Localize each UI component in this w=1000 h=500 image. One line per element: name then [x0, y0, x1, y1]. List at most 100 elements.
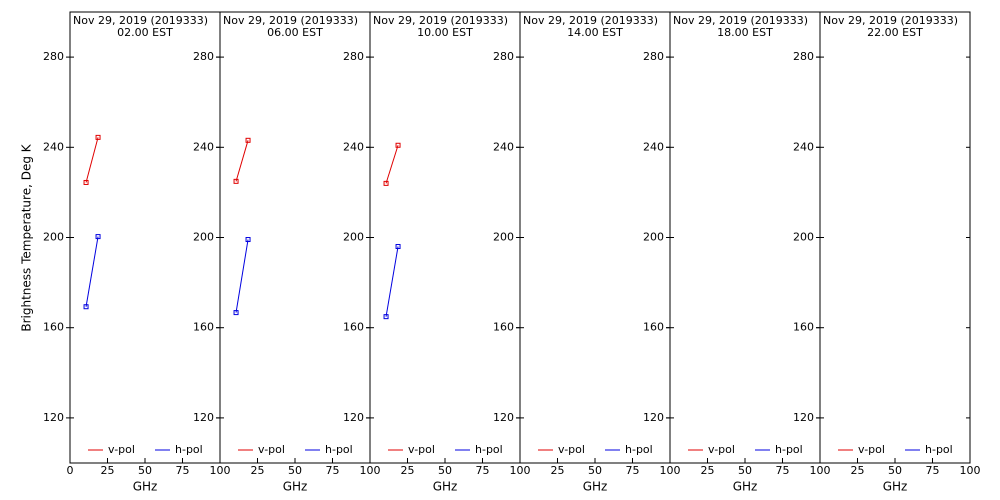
y-tick-label: 200 — [643, 231, 664, 244]
panel-title: Nov 29, 2019 (2019333) — [523, 14, 658, 27]
panel-title: Nov 29, 2019 (2019333) — [373, 14, 508, 27]
y-tick-label: 280 — [643, 50, 664, 63]
panel-subtitle: 18.00 EST — [717, 26, 773, 39]
legend-label: h-pol — [625, 443, 653, 456]
legend-label: v-pol — [708, 443, 735, 456]
y-tick-label: 240 — [793, 140, 814, 153]
y-tick-label: 200 — [343, 231, 364, 244]
x-tick-label: 50 — [438, 464, 452, 477]
y-tick-label: 120 — [643, 411, 664, 424]
panel-frame — [669, 11, 821, 464]
y-tick-label: 240 — [643, 140, 664, 153]
panel-frame — [219, 11, 371, 464]
y-tick-label: 160 — [793, 321, 814, 334]
x-tick-label: 0 — [67, 464, 74, 477]
y-tick-label: 200 — [43, 231, 64, 244]
panel-frame — [69, 11, 221, 464]
legend-label: v-pol — [858, 443, 885, 456]
data-point — [395, 244, 401, 250]
data-point — [233, 178, 239, 184]
panel-frame — [369, 11, 521, 464]
y-tick-label: 160 — [343, 321, 364, 334]
series-line — [235, 140, 249, 182]
legend-label: v-pol — [258, 443, 285, 456]
y-tick-label: 160 — [43, 321, 64, 334]
panel-title: Nov 29, 2019 (2019333) — [673, 14, 808, 27]
x-tick-label: 25 — [101, 464, 115, 477]
y-tick-label: 240 — [343, 140, 364, 153]
y-tick-label: 120 — [193, 411, 214, 424]
y-tick-label: 120 — [343, 411, 364, 424]
x-tick-label: 75 — [626, 464, 640, 477]
x-axis-label: GHz — [733, 480, 758, 494]
panel-frame — [519, 11, 671, 464]
panel-title: Nov 29, 2019 (2019333) — [823, 14, 958, 27]
data-point — [95, 234, 101, 240]
y-tick-label: 280 — [343, 50, 364, 63]
x-tick-label: 25 — [701, 464, 715, 477]
series-line — [85, 236, 99, 307]
x-axis-label: GHz — [133, 480, 158, 494]
y-tick-label: 160 — [643, 321, 664, 334]
legend-label: v-pol — [558, 443, 585, 456]
data-point — [83, 304, 89, 310]
series-line — [385, 246, 399, 317]
data-point — [383, 180, 389, 186]
data-point — [245, 137, 251, 143]
data-point — [233, 310, 239, 316]
y-tick-label: 200 — [493, 231, 514, 244]
panel-title: Nov 29, 2019 (2019333) — [73, 14, 208, 27]
x-tick-label: 50 — [738, 464, 752, 477]
y-tick-label: 280 — [793, 50, 814, 63]
x-tick-label: 100 — [210, 464, 231, 477]
panel-subtitle: 22.00 EST — [867, 26, 923, 39]
legend-label: h-pol — [325, 443, 353, 456]
x-tick-label: 25 — [851, 464, 865, 477]
x-tick-label: 75 — [176, 464, 190, 477]
x-tick-label: 75 — [476, 464, 490, 477]
data-point — [83, 179, 89, 185]
x-tick-label: 100 — [510, 464, 531, 477]
data-point — [95, 134, 101, 140]
panel-title: Nov 29, 2019 (2019333) — [223, 14, 358, 27]
panel-frame — [819, 11, 971, 464]
x-tick-label: 100 — [810, 464, 831, 477]
x-tick-label: 50 — [288, 464, 302, 477]
x-tick-label: 50 — [138, 464, 152, 477]
y-tick-label: 280 — [43, 50, 64, 63]
y-tick-label: 200 — [193, 231, 214, 244]
panel-subtitle: 02.00 EST — [117, 26, 173, 39]
y-tick-label: 280 — [493, 50, 514, 63]
x-tick-label: 75 — [326, 464, 340, 477]
legend-label: h-pol — [475, 443, 503, 456]
y-tick-label: 120 — [793, 411, 814, 424]
panel-subtitle: 06.00 EST — [267, 26, 323, 39]
legend-label: v-pol — [408, 443, 435, 456]
panel-subtitle: 10.00 EST — [417, 26, 473, 39]
series-line — [235, 239, 249, 313]
data-point — [383, 314, 389, 320]
y-tick-label: 160 — [493, 321, 514, 334]
data-point — [395, 142, 401, 148]
x-axis-label: GHz — [583, 480, 608, 494]
series-line — [85, 137, 99, 183]
y-tick-label: 120 — [43, 411, 64, 424]
legend-label: h-pol — [925, 443, 953, 456]
y-axis-label: Brightness Temperature, Deg K — [20, 143, 34, 331]
series-line — [385, 145, 399, 184]
x-tick-label: 25 — [401, 464, 415, 477]
x-tick-label: 25 — [551, 464, 565, 477]
y-tick-label: 200 — [793, 231, 814, 244]
y-tick-label: 240 — [43, 140, 64, 153]
y-tick-label: 160 — [193, 321, 214, 334]
x-axis-label: GHz — [283, 480, 308, 494]
x-tick-label: 75 — [776, 464, 790, 477]
x-axis-label: GHz — [433, 480, 458, 494]
y-tick-label: 240 — [493, 140, 514, 153]
panel-subtitle: 14.00 EST — [567, 26, 623, 39]
legend-label: h-pol — [775, 443, 803, 456]
x-tick-label: 25 — [251, 464, 265, 477]
x-tick-label: 100 — [660, 464, 681, 477]
x-axis-label: GHz — [883, 480, 908, 494]
